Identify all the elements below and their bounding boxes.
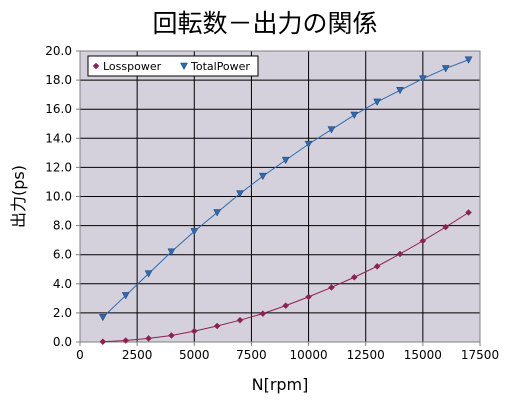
axis-ticks: 0.0 2.0 4.0 6.0 8.0 10.0 12.0 14.0 16.0 18.0 20.0 0…: [45, 44, 499, 362]
y-tick-label: 12.0: [45, 160, 72, 174]
legend-label-losspower: Losspower: [103, 60, 162, 73]
data-point-totalpower: [350, 111, 359, 120]
data-point-losspower: [168, 332, 175, 339]
x-tick-label: 2500: [122, 348, 153, 362]
data-point-totalpower: [98, 314, 107, 322]
data-point-totalpower: [441, 65, 450, 73]
x-tick-label: 7500: [236, 348, 267, 362]
data-point-totalpower: [144, 270, 153, 278]
data-point-losspower: [145, 335, 152, 342]
data-point-losspower: [350, 273, 358, 281]
data-point-losspower: [305, 293, 312, 301]
data-point-losspower: [282, 302, 290, 309]
legend-label-totalpower: TotalPower: [190, 60, 250, 73]
legend-marker-losspower: [92, 62, 100, 70]
data-point-totalpower: [464, 56, 473, 64]
y-tick-label: 10.0: [45, 190, 72, 204]
data-point-totalpower: [418, 75, 427, 83]
series-totalpower: [98, 56, 473, 322]
data-point-totalpower: [236, 190, 244, 198]
legend-box: [87, 55, 259, 77]
data-point-totalpower: [213, 209, 222, 217]
legend-marker-totalpower: [180, 62, 188, 71]
series-losspower: [99, 209, 472, 346]
data-point-losspower: [396, 250, 404, 258]
x-axis-label: N[rpm]: [252, 375, 309, 394]
y-tick-label: 16.0: [45, 102, 72, 116]
x-tick-label: 5000: [179, 348, 210, 362]
data-point-losspower: [442, 223, 450, 231]
data-point-losspower: [373, 262, 381, 270]
data-point-losspower: [465, 209, 472, 216]
data-point-totalpower: [281, 156, 290, 165]
data-point-losspower: [259, 310, 267, 317]
series-layer: [98, 56, 473, 346]
y-tick-label: 2.0: [53, 306, 72, 320]
x-tick-label: 17500: [461, 348, 499, 362]
data-point-totalpower: [258, 172, 267, 181]
data-point-totalpower: [304, 140, 313, 149]
y-tick-label: 8.0: [53, 219, 72, 233]
data-point-losspower: [328, 284, 335, 291]
y-tick-label: 14.0: [45, 131, 72, 145]
data-point-totalpower: [190, 228, 199, 236]
y-axis-label: 出力(ps): [9, 165, 28, 228]
chart-title: 回転数－出力の関係: [152, 9, 378, 38]
data-point-totalpower: [121, 292, 130, 300]
data-point-losspower: [99, 338, 107, 346]
x-tick-label: 12500: [347, 348, 385, 362]
data-point-totalpower: [167, 248, 176, 256]
data-point-losspower: [236, 316, 244, 324]
data-point-losspower: [122, 337, 130, 344]
x-tick-label: 15000: [404, 348, 442, 362]
data-point-losspower: [419, 237, 427, 245]
data-point-totalpower: [327, 126, 336, 134]
data-point-losspower: [190, 327, 198, 335]
y-tick-label: 18.0: [45, 73, 72, 87]
x-tick-label: 0: [76, 348, 84, 362]
y-tick-label: 20.0: [45, 44, 72, 58]
data-point-totalpower: [373, 98, 382, 106]
data-point-losspower: [213, 322, 221, 330]
x-tick-label: 10000: [289, 348, 327, 362]
y-tick-label: 6.0: [53, 248, 72, 262]
y-tick-label: 4.0: [53, 277, 72, 291]
legend: Losspower TotalPower: [87, 55, 259, 77]
data-point-totalpower: [396, 87, 404, 95]
y-tick-label: 0.0: [53, 335, 72, 349]
